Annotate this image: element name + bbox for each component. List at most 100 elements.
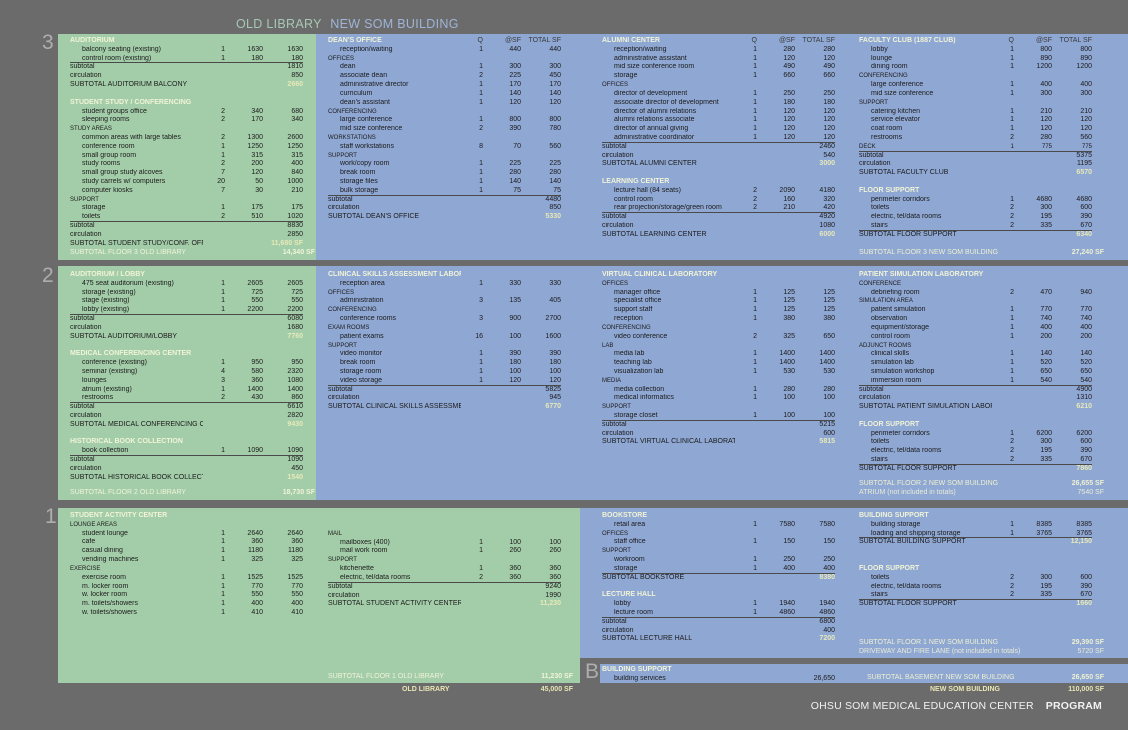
cell-qty: 1 [1010,195,1014,203]
cell-name: patient exams [340,332,384,340]
cell-total-sf: 140 [1080,350,1092,358]
cell-name: perimeter corridors [871,429,930,437]
program-row: coat room 1 120 120 [859,125,1092,134]
cell-qty: 1 [753,54,757,62]
cell-name: CONFERENCING [328,307,377,314]
cell-name: manager office [614,288,661,296]
cell-qty: 1 [221,538,225,546]
program-row: associate director of development 1 180 180 [602,99,835,108]
cell-total-sf: 390 [1080,447,1092,455]
cell-name: LEARNING CENTER [602,178,670,185]
cell-qty: 1 [221,297,225,305]
cell-unit-sf [757,574,795,583]
program-row: storage room 1 100 100 [328,368,561,377]
cell-unit-sf [1014,556,1052,565]
cell-unit-sf: 120 [783,125,795,133]
cell-unit-sf: 410 [251,608,263,616]
cell-name [328,521,461,530]
section-heading: HISTORICAL BOOK COLLECTION [70,438,303,447]
cell-unit-sf: 550 [251,591,263,599]
program-row: study rooms 2 200 400 [70,160,303,169]
cell-total-sf [795,377,835,386]
panel-faculty-club: FACULTY CLUB (1887 CLUB) Q @SF TOTAL SF lobb… [859,37,1092,240]
cell-total-sf: 2700 [545,315,561,323]
cell-qty [203,222,225,231]
section-subtotal: SUBTOTAL LEARNING CENTER 6000 [602,231,835,240]
program-row: lounges 3 360 1080 [70,377,303,386]
program-row: perimeter corridors 1 6200 6200 [859,430,1092,439]
cell-total-sf [1052,512,1092,521]
cell-qty [992,394,1014,403]
cell-qty: 1 [1010,306,1014,314]
cell-name: support staff [614,306,653,314]
cell-qty [735,512,757,521]
cell-qty: 1 [1010,45,1014,53]
cell-unit-sf [1014,169,1052,178]
cell-qty [735,169,757,178]
cell-unit-sf: 510 [251,213,263,221]
cell-total-sf: 12,150 [1070,538,1092,546]
cell-unit-sf [757,160,795,169]
cell-name: AUDITORIUM / LOBBY [70,271,145,278]
cell-total-sf: 360 [291,538,303,546]
cell-total-sf: 400 [291,600,303,608]
cell-name: 475 seat auditorium (existing) [82,279,174,287]
cell-qty [203,403,225,412]
cell-unit-sf: 360 [251,538,263,546]
cell-unit-sf: 1090 [247,447,263,455]
cell-qty [461,324,483,333]
cell-unit-sf: 100 [783,412,795,419]
program-row: dean 1 300 300 [328,63,561,72]
program-row: circulation 2850 [70,231,303,240]
program-row: subtotal 6610 [70,403,303,412]
cell-total-sf: 300 [1080,89,1092,97]
cell-unit-sf: 125 [783,297,795,305]
cell-qty [735,152,757,161]
cell-name: MAIL [328,530,343,537]
cell-name: SUBTOTAL FLOOR SUPPORT [859,230,957,238]
program-row: toilets 2 510 1020 [70,213,303,223]
cell-name: building storage [871,520,921,528]
program-row: book collection 1 1090 1090 [70,447,303,457]
cell-total-sf: 600 [1080,204,1092,212]
section-subtotal: SUBTOTAL FLOOR SUPPORT 6340 [859,231,1092,240]
basement-total-label: SUBTOTAL BASEMENT NEW SOM BUILDING [867,674,1015,681]
section-subtotal: SUBTOTAL CLINICAL SKILLS ASSESSMENT LABO… [328,403,561,412]
cell-unit-sf: 100 [783,394,795,402]
cell-unit-sf [483,108,521,117]
section-heading: AUDITORIUM / LOBBY [70,271,303,280]
cell-total-sf [1052,547,1092,556]
cell-name: stairs [871,222,888,230]
cell-qty [992,99,1014,108]
cell-total-sf: 225 [549,160,561,168]
cell-total-sf: 520 [1080,359,1092,367]
floor-b-number: B [585,660,600,683]
cell-total-sf: 300 [549,63,561,71]
cell-unit-sf: 380 [783,315,795,323]
cell-qty: 1 [1010,89,1014,97]
cell-total-sf [263,37,303,46]
category-label: CONFERENCING [328,108,561,117]
program-row: mid size conference room 1 490 490 [602,63,835,72]
program-row: subtotal 1810 [70,63,303,72]
cell-total-sf: 400 [823,626,835,634]
cell-name: circulation [859,394,891,402]
cell-qty: 1 [221,547,225,555]
driveway-note-value: 5720 SF [1077,648,1104,655]
cell-total-sf: 2820 [287,412,303,419]
cell-total-sf: 7580 [819,520,835,528]
cell-unit-sf [1014,512,1052,521]
cell-name: circulation [602,222,634,230]
cell-unit-sf [225,240,263,249]
cell-total-sf: 660 [823,72,835,80]
cell-qty: 1 [753,538,757,546]
cell-name: circulation [328,204,360,212]
row-spacer [859,547,1092,556]
cell-unit-sf [225,271,263,280]
cell-name: EXERCISE [70,565,101,572]
cell-qty [203,421,225,430]
cell-unit-sf [757,152,795,161]
cell-unit-sf: 3765 [1036,529,1052,537]
cell-unit-sf: 170 [509,81,521,89]
floor1-new-total-value: 29,390 SF [1071,639,1104,646]
